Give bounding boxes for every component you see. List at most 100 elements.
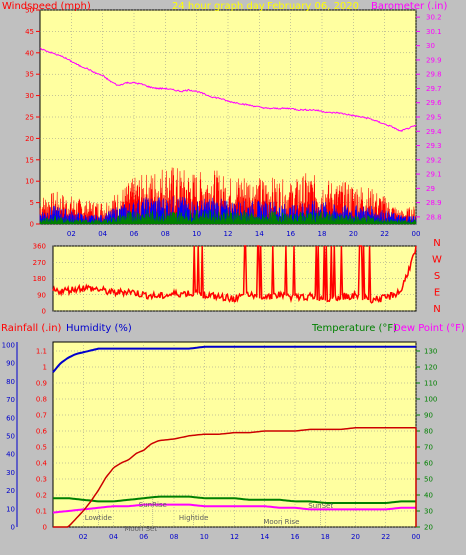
temperature-axis-tick-label: 100 xyxy=(424,396,437,404)
humidity-axis-tick-label: 90 xyxy=(6,360,15,368)
axis-labels: 0510152025303540455028.828.92929.129.229… xyxy=(2,7,443,542)
direction-axis-tick-label: 360 xyxy=(33,243,46,251)
time-axis-tick-label: 14 xyxy=(260,533,269,541)
humidity-axis-tick-label: 20 xyxy=(6,487,15,495)
humidity-title: Humidity (%) xyxy=(66,323,132,334)
humidity-axis-tick-label: 10 xyxy=(6,505,15,513)
rainfall-line xyxy=(53,427,416,528)
annotation-label: SunRise xyxy=(139,501,167,509)
wind-axis-tick-label: 20 xyxy=(25,135,34,143)
rainfall-axis-tick-label: 0.5 xyxy=(36,444,47,452)
barometer-axis-tick-label: 29.6 xyxy=(426,99,442,107)
direction-axis-tick-label: 270 xyxy=(33,259,46,267)
time-axis-tick-label: 08 xyxy=(161,230,170,238)
wind-direction-line xyxy=(52,245,417,304)
temperature-axis-tick-label: 30 xyxy=(424,508,433,516)
barometer-axis-tick-label: 29.1 xyxy=(426,171,442,179)
compass-letter: N xyxy=(433,304,440,315)
time-axis-tick-label: 06 xyxy=(139,533,148,541)
rainfall-axis-tick-label: 0.1 xyxy=(36,508,47,516)
barometer-axis-tick-label: 29 xyxy=(426,185,435,193)
dewpoint-title: Dew Point (°F) xyxy=(393,323,465,334)
time-axis-tick-label: 00 xyxy=(412,533,421,541)
wind-axis-tick-label: 30 xyxy=(25,92,34,100)
humidity-axis-tick-label: 60 xyxy=(6,414,15,422)
wind-series-wind-minimum-mph- xyxy=(39,209,417,226)
temperature-axis-tick-label: 70 xyxy=(424,444,433,452)
barometer-axis-tick-label: 29.9 xyxy=(426,56,442,64)
temperature-axis-tick-label: 60 xyxy=(424,460,433,468)
compass-letter: E xyxy=(434,288,440,299)
rainfall-axis-tick-label: 0.9 xyxy=(36,380,47,388)
wind-axis-tick-label: 5 xyxy=(30,199,34,207)
time-axis-tick-label: 04 xyxy=(98,230,107,238)
time-axis-tick-label: 18 xyxy=(321,533,330,541)
barometer-axis-tick-label: 29.8 xyxy=(426,71,442,79)
time-axis-tick-label: 12 xyxy=(224,230,233,238)
annotation-label: Moon Rise xyxy=(263,518,299,526)
annotation-label: SunSet xyxy=(308,502,333,510)
barometer-axis-tick-label: 29.5 xyxy=(426,114,442,122)
wind-axis-tick-label: 0 xyxy=(30,221,34,229)
compass-letter: S xyxy=(434,271,440,282)
time-axis-tick-label: 02 xyxy=(79,533,88,541)
humidity-axis-tick-label: 80 xyxy=(6,378,15,386)
rainfall-axis-tick-label: 0.3 xyxy=(36,476,47,484)
rainfall-axis-tick-label: 1.1 xyxy=(36,348,47,356)
time-axis-tick-label: 00 xyxy=(412,230,421,238)
wind-barometer-plot-area xyxy=(39,9,417,225)
wind-axis-tick-label: 25 xyxy=(25,114,34,122)
time-axis-tick-label: 16 xyxy=(291,533,300,541)
rainfall-axis-tick-label: 1 xyxy=(43,364,47,372)
barometer-axis-tick-label: 29.3 xyxy=(426,142,442,150)
rainfall-axis-tick-label: 0 xyxy=(43,524,47,532)
rainfall-axis-tick-label: 0.4 xyxy=(36,460,48,468)
barometer-title: Barometer (.in) xyxy=(371,1,447,12)
humidity-axis-tick-label: 70 xyxy=(6,396,15,404)
rainfall-axis-tick-label: 0.8 xyxy=(36,396,47,404)
direction-axis-tick-label: 180 xyxy=(33,275,46,283)
barometer-axis-tick-label: 30 xyxy=(426,42,435,50)
barometer-axis-tick-label: 29.4 xyxy=(426,128,442,136)
compass-letter: W xyxy=(432,255,442,266)
annotation-label: Moon Set xyxy=(124,525,157,533)
time-axis-tick-label: 20 xyxy=(351,533,360,541)
wind-axis-tick-label: 45 xyxy=(25,28,34,36)
time-axis-tick-label: 06 xyxy=(130,230,139,238)
humidity-axis-tick-label: 0 xyxy=(11,524,15,532)
temperature-axis-tick-label: 40 xyxy=(424,492,433,500)
time-axis-tick-label: 22 xyxy=(380,230,389,238)
annotation-label: Lowtide xyxy=(85,514,112,522)
wind-axis-tick-label: 35 xyxy=(25,71,34,79)
direction-axis-tick-label: 90 xyxy=(37,291,46,299)
temperature-axis-tick-label: 110 xyxy=(424,380,437,388)
time-axis-tick-label: 10 xyxy=(200,533,209,541)
humidity-axis-tick-label: 40 xyxy=(6,451,15,459)
temperature-axis-tick-label: 80 xyxy=(424,428,433,436)
rainfall-title: Rainfall (.in) xyxy=(1,323,62,334)
barometer-axis-tick-label: 28.8 xyxy=(426,213,442,221)
time-axis-tick-label: 12 xyxy=(230,533,239,541)
time-axis-tick-label: 02 xyxy=(67,230,76,238)
time-axis-tick-label: 14 xyxy=(255,230,264,238)
barometer-axis-tick-label: 28.9 xyxy=(426,199,442,207)
barometer-line xyxy=(39,47,417,133)
rainfall-axis-tick-label: 0.6 xyxy=(36,428,48,436)
temperature-title: Temperature (°F) xyxy=(311,323,397,334)
temperature-axis-tick-label: 50 xyxy=(424,476,433,484)
barometer-axis-tick-label: 29.2 xyxy=(426,156,442,164)
time-axis-tick-label: 16 xyxy=(286,230,295,238)
chart-title: 24 hour graph day xyxy=(172,1,265,12)
series-lines xyxy=(39,47,417,528)
direction-axis-tick-label: 0 xyxy=(42,308,46,316)
wind-axis-tick-label: 15 xyxy=(25,156,34,164)
temperature-axis-tick-label: 120 xyxy=(424,364,437,372)
time-axis-tick-label: 18 xyxy=(318,230,327,238)
compass-letter: N xyxy=(433,238,440,249)
humidity-line xyxy=(52,345,416,373)
rainfall-axis-tick-label: 0.2 xyxy=(36,492,47,500)
date-label: February 06, 2020 xyxy=(267,1,359,12)
dewpoint-line xyxy=(52,503,416,514)
